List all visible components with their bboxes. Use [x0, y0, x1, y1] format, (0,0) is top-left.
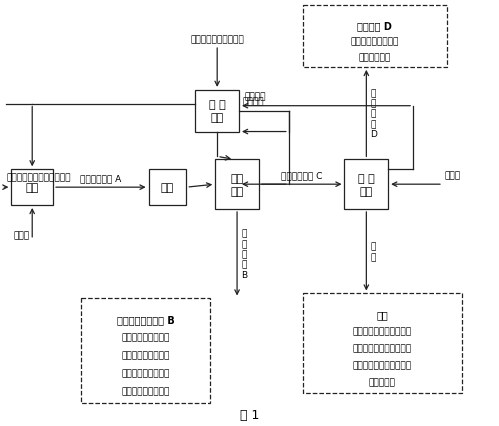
Text: 固
体
物
料
B: 固 体 物 料 B [241, 229, 247, 279]
Text: 作为含高纯二氧化硅: 作为含高纯二氧化硅 [121, 333, 170, 342]
Text: 化氢或无机氟化物或有机: 化氢或无机氟化物或有机 [353, 360, 412, 369]
Text: 硅分离操作。: 硅分离操作。 [359, 53, 391, 62]
Text: 聚集: 聚集 [161, 183, 174, 193]
Text: 的物料去后工序进一: 的物料去后工序进一 [121, 351, 170, 360]
Text: 水蒸汽: 水蒸汽 [13, 231, 29, 240]
Text: 去继续水解并进行氟: 去继续水解并进行氟 [351, 37, 399, 46]
Text: 气固
分离: 气固 分离 [231, 173, 244, 196]
Text: 二氧化硅固体物料 B: 二氧化硅固体物料 B [117, 315, 175, 325]
Text: 氟化物等。: 氟化物等。 [369, 377, 396, 386]
Text: 或其它硅系列产品。: 或其它硅系列产品。 [121, 387, 170, 396]
Bar [303, 6, 447, 68]
Text: 尾
气
物
料
D: 尾 气 物 料 D [370, 89, 377, 139]
Bar [149, 170, 186, 206]
Bar [195, 91, 239, 132]
Bar [303, 294, 462, 393]
Text: 图 1: 图 1 [240, 408, 259, 421]
Text: 步加工为气相白炭黑: 步加工为气相白炭黑 [121, 369, 170, 378]
Text: 水解: 水解 [25, 183, 39, 193]
Text: 尾气物料 D: 尾气物料 D [357, 21, 392, 31]
Text: 气固混合物料 A: 气固混合物料 A [80, 174, 121, 183]
Bar [344, 160, 388, 210]
Text: 混
酸: 混 酸 [370, 242, 376, 261]
Text: 硫 酸
洗涤: 硫 酸 洗涤 [358, 173, 375, 196]
Bar [11, 170, 53, 206]
Text: 混酸: 混酸 [376, 309, 388, 319]
Text: 浓硫酸: 浓硫酸 [445, 171, 461, 180]
Text: 作为含氟化氢的物料去后: 作为含氟化氢的物料去后 [353, 326, 412, 335]
Text: 混合气体物料 C: 混合气体物料 C [281, 171, 322, 180]
Text: 工序进一步加工成无水氟: 工序进一步加工成无水氟 [353, 343, 412, 352]
Text: 硫 酸
洗涤: 硫 酸 洗涤 [209, 100, 226, 123]
Text: 经净化的四氯化硅气体原料: 经净化的四氯化硅气体原料 [6, 173, 71, 182]
Text: 循环硫酸: 循环硫酸 [242, 98, 263, 106]
Bar [215, 160, 259, 210]
Text: 含四氯化硅的气体原料: 含四氯化硅的气体原料 [190, 35, 244, 44]
Bar [81, 299, 210, 403]
Text: 循环硫酸: 循环硫酸 [244, 92, 265, 101]
